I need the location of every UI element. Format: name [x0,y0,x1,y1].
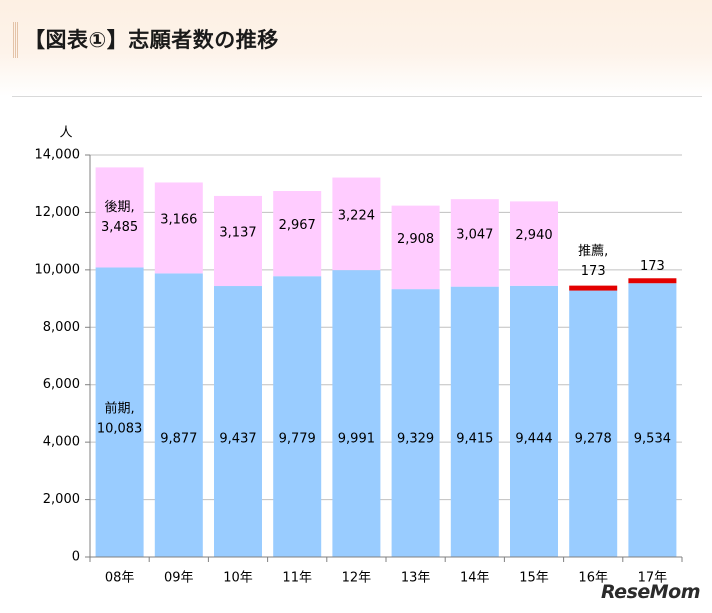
y-tick-label: 4,000 [43,435,80,450]
data-label: 9,877 [160,432,197,447]
header-band [0,0,712,96]
bar-segment [154,182,203,274]
data-label: 173 [581,264,606,279]
data-label: 9,437 [219,432,256,447]
series-callout: 前期, [105,401,135,417]
header-divider [12,96,702,97]
bar-segment [510,201,558,286]
data-label: 2,908 [397,232,434,247]
y-tick-label: 2,000 [43,492,80,507]
data-label: 10,083 [97,422,143,437]
data-label: 9,415 [456,432,493,447]
x-category-label: 12年 [342,571,372,586]
bar-segment [214,286,262,557]
bar-segment [273,191,322,277]
data-label: 3,137 [219,225,256,240]
x-category-label: 16年 [578,571,608,586]
bar-segment [569,290,618,557]
x-category-label: 09年 [164,571,194,586]
page-title: 【図表①】志願者数の推移 [24,28,279,52]
data-label: 9,329 [397,432,434,447]
bar-segment [332,270,381,557]
data-label: 9,991 [338,432,375,447]
bar-segment [214,195,262,287]
bar-segment [450,199,499,287]
bar-segment [391,205,440,290]
bar-segment [628,283,677,557]
data-label: 3,047 [456,227,493,242]
series-callout: 後期, [105,200,135,215]
x-category-label: 14年 [460,571,490,586]
data-label: 9,444 [515,432,552,447]
y-unit-label: 人 [59,126,72,141]
y-tick-label: 10,000 [35,262,81,277]
x-category-label: 08年 [105,571,135,586]
y-tick-label: 0 [72,550,80,565]
bar-segment [154,273,203,557]
bar-segment [569,285,618,291]
data-label: 2,967 [279,218,316,233]
data-label: 9,534 [634,432,671,447]
bar-segment [450,286,499,557]
bar-segment [510,285,558,557]
data-label: 173 [640,259,665,274]
y-tick-label: 8,000 [43,320,80,335]
x-category-label: 11年 [282,571,312,586]
data-label: 3,224 [338,208,375,223]
series-callout: 推薦, [578,244,608,259]
bar-segment [391,289,440,557]
data-label: 3,166 [160,212,197,227]
y-tick-label: 6,000 [43,377,80,392]
data-label: 2,940 [515,228,552,243]
x-category-label: 13年 [401,571,431,586]
bar-segment [273,276,322,557]
y-tick-label: 14,000 [35,148,81,163]
x-category-label: 17年 [638,571,668,586]
x-category-label: 10年 [223,571,253,586]
header-accent [13,22,18,58]
y-tick-label: 12,000 [35,205,81,220]
resemom-logo: ReseMom [601,581,701,603]
data-label: 9,278 [575,432,612,447]
data-label: 3,485 [101,220,138,235]
x-category-label: 15年 [519,571,549,586]
bar-segment [332,177,381,271]
bar-segment [95,267,144,557]
bar-segment [628,278,677,284]
bar-segment [95,167,144,268]
data-label: 9,779 [279,432,316,447]
